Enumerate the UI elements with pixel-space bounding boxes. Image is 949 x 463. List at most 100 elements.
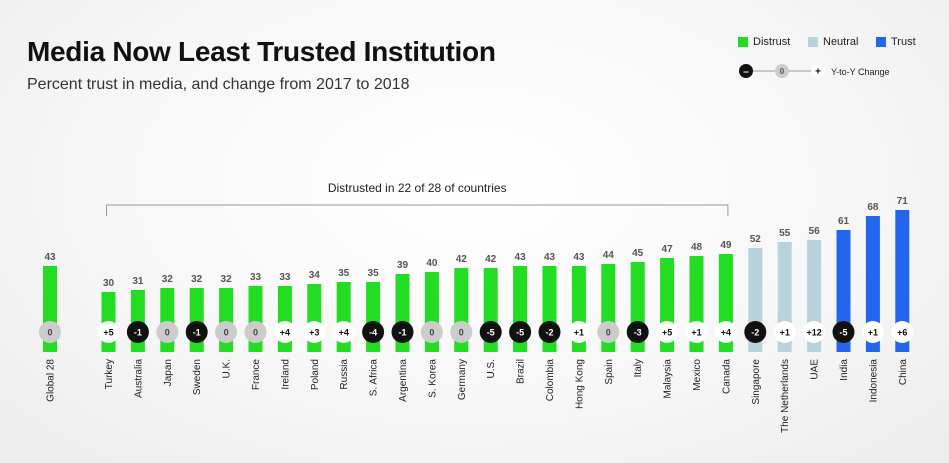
change-badge xyxy=(391,321,414,343)
change-badge-label: +1 xyxy=(691,328,701,338)
change-badge-label: +12 xyxy=(806,328,821,338)
bar-value-label: 33 xyxy=(279,272,291,283)
category-label: Malaysia xyxy=(663,359,674,399)
distrust-bracket: Distrusted in 22 of 28 of countries xyxy=(106,181,729,216)
category-label: The Netherlands xyxy=(780,359,791,433)
category-label: France xyxy=(251,359,262,391)
change-badge xyxy=(420,321,443,343)
change-badge-label: -5 xyxy=(839,328,847,338)
legend-item-trust: Trust xyxy=(876,36,916,48)
category-label: Russia xyxy=(339,359,350,390)
bar xyxy=(895,210,910,352)
bar xyxy=(865,216,880,352)
bar-value-label: 49 xyxy=(720,240,732,251)
bar-value-label: 30 xyxy=(103,278,115,289)
page-subtitle: Percent trust in media, and change from … xyxy=(27,76,410,93)
change-badge xyxy=(244,321,267,343)
change-badge xyxy=(126,321,149,343)
category-label: Singapore xyxy=(751,359,762,405)
change-badge-label: -3 xyxy=(634,328,642,338)
change-badge xyxy=(685,321,708,343)
category-label: U.K. xyxy=(222,359,233,378)
change-badge-label: 0 xyxy=(459,328,464,338)
legend-label-distrust: Distrust xyxy=(753,36,791,48)
category-label: S. Korea xyxy=(427,359,438,398)
change-badge xyxy=(39,321,61,343)
category-label: Global 28 xyxy=(46,359,57,402)
change-badge xyxy=(303,321,326,343)
category-label: S. Africa xyxy=(369,359,380,397)
bar-value-label: 32 xyxy=(162,274,174,285)
change-badge xyxy=(509,321,532,343)
change-badge-label: 0 xyxy=(429,328,434,338)
category-label: China xyxy=(898,359,909,386)
bar xyxy=(836,230,851,352)
change-badge-label: +1 xyxy=(868,328,878,338)
category-label: Sweden xyxy=(192,359,203,395)
category-label: India xyxy=(839,359,850,381)
bar-value-label: 44 xyxy=(603,250,615,261)
change-badge xyxy=(362,321,385,343)
change-legend-label: Y-to-Y Change xyxy=(831,67,890,77)
category-label: Indonesia xyxy=(868,359,879,403)
change-badge-label: 0 xyxy=(253,328,258,338)
change-legend-zero: 0 xyxy=(780,67,785,76)
distrust-bracket-label: Distrusted in 22 of 28 of countries xyxy=(328,181,507,195)
change-badge xyxy=(803,321,826,343)
change-badge-label: -2 xyxy=(751,328,759,338)
legend-label-trust: Trust xyxy=(891,36,916,48)
change-legend: – 0 + Y-to-Y Change xyxy=(739,64,890,78)
change-badge xyxy=(479,321,502,343)
bar-value-label: 71 xyxy=(897,196,909,207)
bar-value-label: 68 xyxy=(867,202,879,213)
bar-value-label: 61 xyxy=(838,216,850,227)
change-badge xyxy=(626,321,649,343)
bar-value-label: 35 xyxy=(368,268,380,279)
category-label: Japan xyxy=(163,359,174,386)
change-badge-label: +1 xyxy=(574,328,584,338)
change-badge-label: -5 xyxy=(487,328,495,338)
change-badge xyxy=(450,321,473,343)
bar-value-label: 33 xyxy=(250,272,262,283)
bar-value-label: 43 xyxy=(573,252,585,263)
bar-value-label: 43 xyxy=(44,252,56,263)
bar-value-label: 42 xyxy=(456,254,468,265)
change-badge-label: -1 xyxy=(398,328,406,338)
change-badge-label: +3 xyxy=(309,328,319,338)
change-badge xyxy=(891,321,914,343)
bar-value-label: 55 xyxy=(779,228,791,239)
change-badge xyxy=(538,321,561,343)
change-badge-label: -4 xyxy=(369,328,377,338)
change-badge-label: +4 xyxy=(339,328,349,338)
bar-value-label: 40 xyxy=(426,258,438,269)
bar-value-label: 47 xyxy=(662,244,674,255)
bar-value-label: 31 xyxy=(132,276,144,287)
change-badge-label: -1 xyxy=(134,328,142,338)
change-badge-label: 0 xyxy=(47,328,52,338)
change-badge xyxy=(273,321,296,343)
change-badge xyxy=(215,321,238,343)
category-label: Ireland xyxy=(280,359,291,390)
category-label: Germany xyxy=(457,359,468,400)
legend-item-distrust: Distrust xyxy=(738,36,790,48)
change-badge-label: -1 xyxy=(193,328,201,338)
bar-value-label: 48 xyxy=(691,242,703,253)
change-badge xyxy=(567,321,590,343)
legend-label-neutral: Neutral xyxy=(823,36,859,48)
change-legend-plus: + xyxy=(815,67,821,78)
change-badge-label: 0 xyxy=(606,328,611,338)
bar-value-label: 39 xyxy=(397,260,409,271)
legend-swatch-distrust xyxy=(738,37,748,47)
change-badge xyxy=(861,321,884,343)
change-badge-label: +1 xyxy=(780,328,790,338)
change-badge xyxy=(714,321,737,343)
change-badge xyxy=(185,321,208,343)
category-label: Colombia xyxy=(545,359,556,402)
change-legend-minus: – xyxy=(743,67,749,78)
bar-value-label: 43 xyxy=(515,252,527,263)
bar-value-label: 32 xyxy=(221,274,233,285)
category-label: Canada xyxy=(721,359,732,394)
change-badge-label: +4 xyxy=(721,328,731,338)
change-badge-label: +6 xyxy=(897,328,907,338)
bar-value-label: 52 xyxy=(750,234,762,245)
